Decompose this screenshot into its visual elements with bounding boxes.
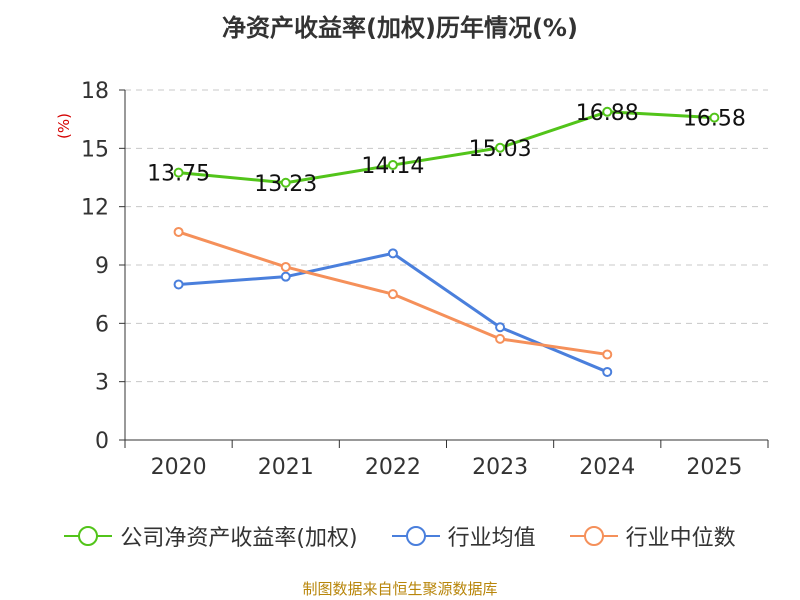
data-point: [173, 167, 184, 178]
legend-label-industry-mean: 行业均值: [447, 526, 536, 551]
y-tick-label: 12: [81, 196, 109, 221]
legend-item-industry-mean[interactable]: 行业均值: [391, 520, 536, 552]
y-axis-unit-label: (%): [55, 113, 73, 139]
data-label: 16.88: [576, 101, 639, 126]
y-tick-label: 0: [95, 429, 109, 454]
x-tick-label: 2020: [151, 455, 207, 480]
chart-legend: 公司净资产收益率(加权) 行业均值 行业中位数: [0, 520, 800, 552]
data-point: [602, 349, 613, 360]
x-tick-label: 2021: [258, 455, 314, 480]
series-line-1: [178, 251, 608, 374]
legend-label-company: 公司净资产收益率(加权): [120, 526, 358, 551]
data-point: [280, 261, 291, 272]
legend-swatch-industry-median-icon: [569, 526, 618, 546]
legend-swatch-marker: [405, 526, 426, 546]
y-tick-label: 6: [95, 312, 109, 337]
legend-label-industry-median: 行业中位数: [625, 526, 736, 551]
y-tick-label: 18: [81, 79, 109, 104]
x-tick-label: 2022: [365, 455, 421, 480]
data-point: [495, 322, 506, 333]
legend-item-company[interactable]: 公司净资产收益率(加权): [64, 520, 358, 552]
data-label: 16.58: [683, 107, 746, 132]
x-tick-label: 2024: [579, 455, 635, 480]
data-point: [602, 366, 613, 377]
data-label: 15.03: [469, 137, 532, 162]
data-point: [173, 226, 184, 237]
data-point: [495, 142, 506, 153]
x-tick-label: 2023: [472, 455, 528, 480]
data-label: 14.14: [361, 154, 424, 179]
series-line-0: [178, 110, 715, 185]
data-point: [387, 160, 398, 171]
chart-title: 净资产收益率(加权)历年情况(%): [222, 14, 578, 42]
data-point: [709, 112, 720, 123]
data-point: [280, 271, 291, 282]
data-source-note: 制图数据来自恒生聚源数据库: [302, 580, 498, 598]
data-point: [280, 177, 291, 188]
y-tick-label: 3: [95, 371, 109, 396]
legend-swatch-marker: [78, 526, 99, 546]
data-point: [387, 248, 398, 259]
data-point: [602, 106, 613, 117]
legend-item-industry-median[interactable]: 行业中位数: [569, 520, 736, 552]
legend-swatch-industry-mean-icon: [391, 526, 440, 546]
data-label: 13.75: [147, 162, 210, 187]
legend-swatch-company-icon: [64, 526, 113, 546]
legend-swatch-marker: [583, 526, 604, 546]
y-tick-label: 15: [81, 137, 109, 162]
data-point: [495, 333, 506, 344]
data-label: 13.23: [254, 172, 317, 197]
data-point: [173, 279, 184, 290]
x-tick-label: 2025: [686, 455, 742, 480]
data-point: [387, 289, 398, 300]
y-tick-label: 9: [95, 254, 109, 279]
